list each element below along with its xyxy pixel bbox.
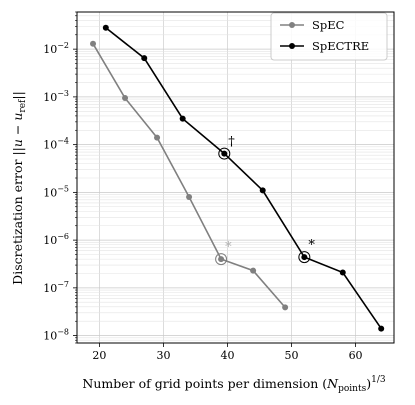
data-point [301,254,308,261]
data-point [154,134,161,141]
y-tick-label: 10−3 [43,89,69,104]
x-tick-label: 50 [285,349,299,362]
data-point [339,269,346,276]
legend: SpEC SpECTRE [270,12,388,61]
grid-lines [77,11,394,344]
x-tick-label: 40 [220,349,234,362]
annotations: * † * [215,135,315,266]
y-tick-label: 10−6 [43,232,69,247]
x-axis-label: Number of grid points per dimension (Npo… [82,375,385,394]
highlight-ring [218,147,231,160]
data-point [102,24,109,31]
series-spec [90,40,289,311]
data-point [282,304,289,311]
data-point [179,115,186,122]
x-tick-label: 30 [156,349,170,362]
y-tick-label: 10−8 [43,328,69,343]
data-point [90,40,97,47]
highlight-ring [215,253,228,266]
highlight-ring [298,251,311,264]
legend-marker-spectre [289,43,295,49]
series-line [92,43,286,308]
plot-frame [76,11,395,344]
legend-label-spec: SpEC [312,18,345,32]
x-tick-label: 20 [92,349,106,362]
y-axis-label: Discretization error ||u − uref|| [10,91,28,285]
data-point [122,94,129,101]
data-point [378,325,385,332]
data-point [186,194,193,201]
legend-label-spectre: SpECTRE [312,39,369,53]
y-tick-label: 10−4 [43,137,69,152]
annotation-mark: * [308,238,315,253]
y-tick-label: 10−5 [43,184,69,199]
series-line [105,27,382,330]
y-tick-label: 10−7 [43,280,69,295]
data-point [221,150,228,157]
series-spectre [102,24,385,332]
annotation-mark: * [225,240,232,255]
axis-ticks: 20 30 40 50 60 10−8 10−7 10−6 10−5 10−4 10−3 10−2 [43,11,363,362]
data-point [218,256,225,263]
series-layer [90,24,385,332]
data-point [141,55,148,62]
data-point [259,187,266,194]
x-tick-label: 60 [349,349,363,362]
legend-marker-spec [289,22,295,28]
y-tick-label: 10−2 [43,41,69,56]
data-point [250,267,257,274]
annotation-mark: † [228,135,235,150]
